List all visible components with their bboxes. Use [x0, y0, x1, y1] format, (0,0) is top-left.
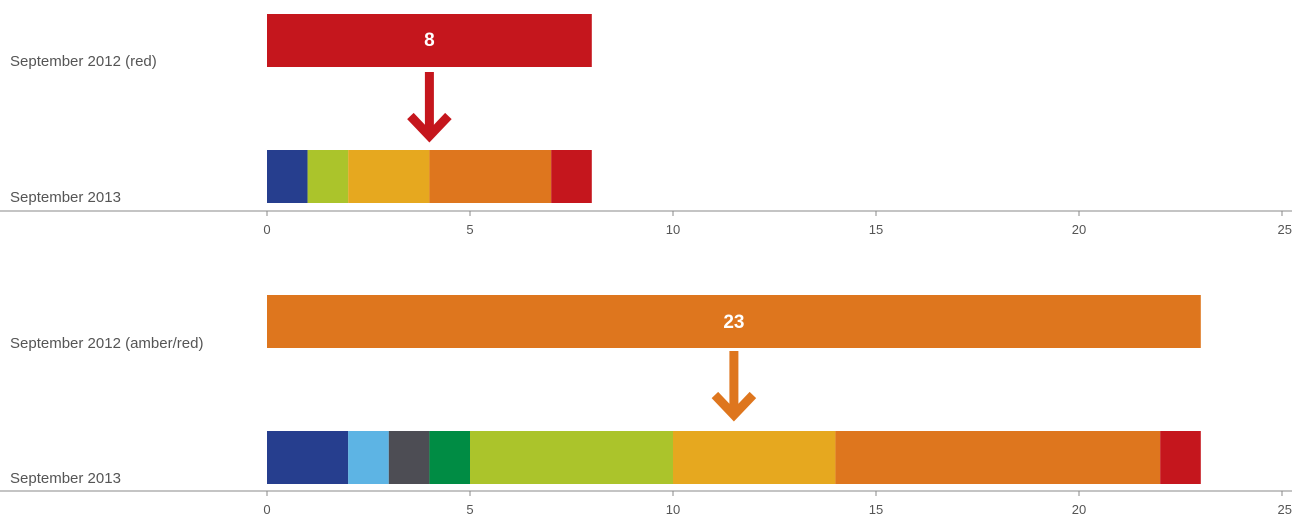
row-label: September 2013 [10, 189, 121, 206]
bar-segment [307, 150, 349, 203]
arrow-head [711, 391, 757, 422]
bar-segment [267, 295, 1201, 348]
bar-segment [267, 14, 592, 67]
down-arrow-icon [711, 351, 757, 422]
chart-panel-1: September 2012 (red) 8 September 2013 0 5 10 1… [0, 14, 1292, 237]
row-label: September 2013 [10, 470, 121, 487]
row-label: September 2012 (red) [10, 53, 157, 70]
bar-segment [551, 150, 592, 203]
bar-segment [470, 431, 673, 484]
bar-segment [348, 150, 430, 203]
row-label: September 2012 (amber/red) [10, 335, 203, 352]
x-axis-tick-label: 25 [1278, 222, 1292, 237]
x-axis-tick-label: 15 [869, 222, 883, 237]
arrow-head [407, 112, 452, 143]
x-axis-tick-label: 15 [869, 502, 883, 517]
x-axis-tick-label: 20 [1072, 222, 1086, 237]
x-axis-tick-label: 20 [1072, 502, 1086, 517]
x-axis-tick-label: 10 [666, 502, 680, 517]
bar-segment [267, 431, 349, 484]
chart-panel-2: September 2012 (amber/red) 23 September 20… [0, 295, 1292, 517]
bar-segment [1160, 431, 1201, 484]
x-axis-tick-label: 5 [466, 502, 473, 517]
x-axis-tick-label: 5 [466, 222, 473, 237]
bar-segment [673, 431, 836, 484]
total-value-label: 8 [424, 30, 435, 51]
bar-segment [388, 431, 430, 484]
x-axis-tick-label: 0 [263, 222, 270, 237]
bar-segment [429, 150, 552, 203]
bar-segment [835, 431, 1161, 484]
x-axis-tick-label: 25 [1278, 502, 1292, 517]
x-axis-tick-label: 10 [666, 222, 680, 237]
bar-segment [267, 150, 308, 203]
bar-segment [429, 431, 470, 484]
bar-segment [348, 431, 389, 484]
total-value-label: 23 [723, 312, 744, 333]
down-arrow-icon [407, 72, 452, 143]
x-axis-tick-label: 0 [263, 502, 270, 517]
